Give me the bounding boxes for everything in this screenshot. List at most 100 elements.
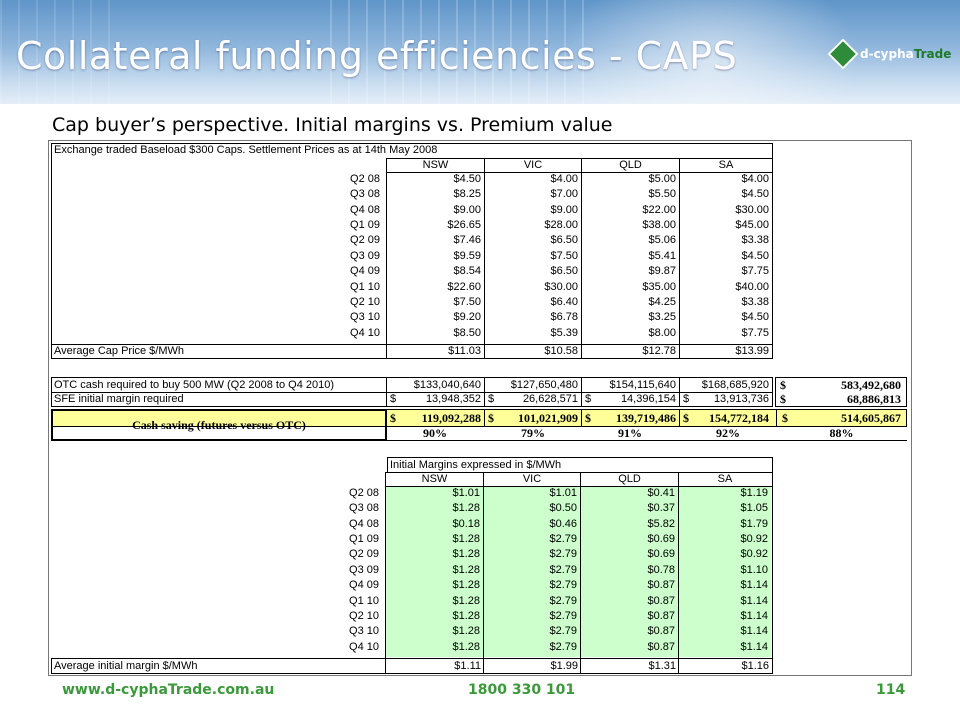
header-decoration: [0, 0, 120, 104]
cell-value: $4.50: [741, 249, 769, 262]
cell-value: $7.50: [453, 295, 481, 308]
cell-value: $4.50: [453, 173, 481, 185]
cell-value: $154,115,640: [609, 379, 676, 391]
logo-diamond-icon: [827, 38, 859, 70]
cell-value: $1.05: [679, 502, 771, 519]
divider: [581, 378, 582, 406]
cell-value: $6.50: [550, 265, 578, 278]
cell-value: $1.19: [679, 487, 771, 503]
row-label: Q3 09: [349, 563, 379, 576]
total-value: 68,886,813: [847, 393, 901, 406]
cell-value: 13,948,352: [425, 393, 481, 405]
cell-value: $0.92: [679, 548, 771, 565]
cell-value: $0.37: [581, 502, 678, 519]
currency-symbol: $: [683, 412, 689, 425]
cell-value: $1.11: [454, 660, 481, 672]
table-row: Q2 08 $1.01 $1.01 $0.41 $1.19: [51, 487, 773, 503]
column-header: SA: [718, 159, 734, 171]
column-header: SA: [717, 473, 733, 485]
sfe-total-row: $ 68,886,813: [776, 393, 906, 406]
cell-value: $7.00: [550, 188, 578, 201]
currency-symbol: $: [782, 412, 788, 425]
divider: [679, 378, 680, 406]
cell-value: $35.00: [642, 280, 676, 293]
row-label: Average initial margin $/MWh: [54, 660, 198, 672]
cell-value: $1.28: [386, 563, 483, 580]
cell-value: $4.00: [741, 173, 769, 185]
cell-value: 26,628,571: [522, 393, 578, 405]
cell-value: $1.28: [386, 579, 483, 596]
footer-phone: 1800 330 101: [468, 682, 576, 698]
cell-value: $0.78: [581, 563, 678, 580]
cell-value: $2.79: [484, 609, 580, 626]
row-label: Q3 09: [350, 249, 380, 262]
divider: [386, 158, 387, 359]
cell-value: $8.50: [453, 326, 481, 339]
row-label: Q2 10: [349, 609, 379, 622]
cell-value: 101,021,909: [518, 412, 578, 425]
cell-value: $30.00: [544, 280, 578, 293]
cell-value: $1.79: [679, 517, 771, 534]
totals-box: $ 583,492,680 $ 68,886,813: [775, 377, 907, 407]
cell-value: $0.87: [581, 640, 678, 657]
currency-symbol: $: [585, 393, 592, 405]
margins-caption: Initial Margins expressed in $/MWh: [390, 459, 562, 471]
cell-value: $5.06: [648, 234, 676, 247]
table-row: Q1 09 $1.28 $2.79 $0.69 $0.92: [51, 533, 773, 550]
cell-value: $7.46: [453, 234, 481, 247]
table-row: Q3 08 $1.28 $0.50 $0.37 $1.05: [51, 502, 773, 519]
cell-value: $2.79: [484, 533, 580, 550]
cash-table: OTC cash required to buy 500 MW (Q2 2008…: [51, 377, 773, 407]
cell-value: $0.87: [581, 625, 678, 642]
cell-value: $168,685,920: [701, 379, 769, 391]
cell-value: $4.50: [741, 311, 769, 324]
cell-value: $0.41: [581, 487, 678, 503]
divider: [581, 410, 582, 426]
cell-value: $1.01: [484, 487, 580, 503]
cell-value: $11.03: [448, 345, 481, 357]
divider: [484, 378, 485, 406]
percent-row: 90% 79% 91% 92% 88%: [51, 427, 907, 441]
cell-value: $133,040,640: [413, 379, 481, 391]
cell-value: $6.40: [550, 295, 578, 308]
cell-value: $1.14: [679, 579, 771, 596]
divider: [679, 158, 680, 359]
cell-value: $1.28: [386, 625, 483, 642]
cell-value: $1.14: [679, 594, 771, 611]
cell-value: $5.00: [648, 173, 676, 185]
cell-value: $0.69: [581, 548, 678, 565]
divider: [52, 344, 772, 345]
row-label: Q2 10: [350, 295, 380, 308]
margins-header-row: NSW VIC QLD SA: [51, 473, 771, 486]
table-row: Q3 09 $1.28 $2.79 $0.78 $1.10: [51, 563, 773, 580]
cell-value: $7.75: [741, 265, 769, 278]
cell-value: $4.00: [550, 173, 578, 185]
cell-value: $2.79: [484, 579, 580, 596]
percent-value: 91%: [618, 427, 642, 440]
row-label: SFE initial margin required: [54, 393, 184, 405]
footer-website: www.d-cyphaTrade.com.au: [62, 682, 275, 698]
table-row: Q2 09 $7.46 $6.50 $5.06 $3.38: [52, 234, 774, 247]
otc-total-row: $ 583,492,680: [776, 379, 906, 392]
header-decoration: [330, 0, 590, 104]
cell-value: $3.38: [741, 295, 769, 308]
table-row: Q4 09 $8.54 $6.50 $9.87 $7.75: [52, 265, 774, 278]
cell-value: $9.87: [648, 265, 676, 278]
divider: [776, 410, 777, 426]
table-row: Q4 08 $9.00 $9.00 $22.00 $30.00: [52, 204, 774, 217]
row-label: Q4 09: [350, 265, 380, 278]
settlement-body: Q2 08 $4.50 $4.00 $5.00 $4.00 Q3 08 $8.25 $7.00…: [52, 173, 772, 342]
settlement-caption: Exchange traded Baseload $300 Caps. Sett…: [54, 144, 438, 156]
currency-symbol: $: [390, 412, 396, 425]
cell-value: 13,913,736: [713, 393, 769, 405]
cell-value: $6.50: [550, 234, 578, 247]
cell-value: $1.28: [386, 609, 483, 626]
cell-value: $1.99: [550, 660, 578, 672]
row-label: Q4 09: [349, 579, 379, 592]
cell-value: $45.00: [735, 219, 769, 232]
table-row: Q4 10 $8.50 $5.39 $8.00 $7.75: [52, 327, 774, 340]
cell-value: $2.79: [484, 594, 580, 611]
cell-value: $9.00: [550, 203, 578, 216]
company-logo: d-cyphaTrade: [827, 36, 952, 72]
table-row: Q1 10 $1.28 $2.79 $0.87 $1.14: [51, 594, 773, 611]
